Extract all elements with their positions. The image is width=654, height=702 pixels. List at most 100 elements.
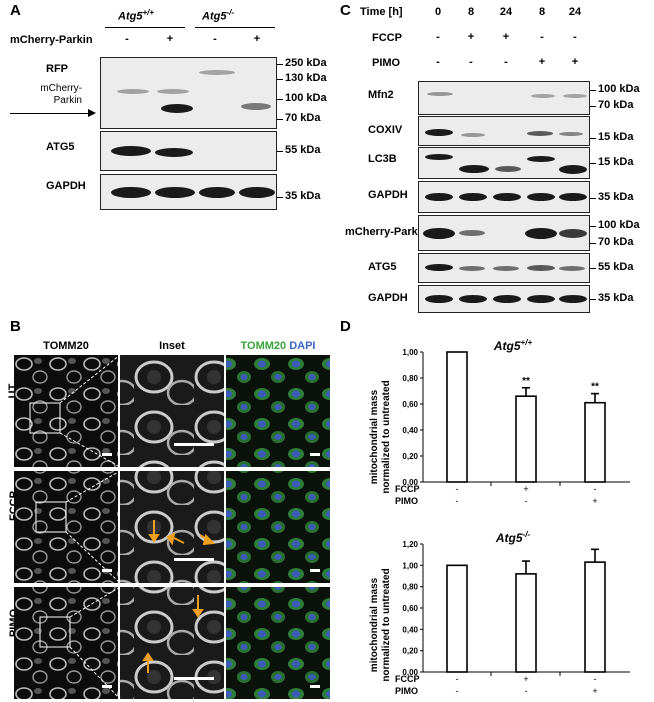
pimo-sign: -	[456, 686, 459, 696]
marker-label: 35 kDa	[598, 292, 634, 304]
blot-gapdh	[100, 174, 277, 210]
group-ko-label: Atg5-/-	[202, 8, 235, 23]
y-tick-label: 0,00	[402, 478, 418, 487]
marker-label: 35 kDa	[598, 191, 634, 203]
blot-mfn2	[418, 81, 590, 115]
marker-label: 100 kDa	[598, 219, 640, 231]
time-value: 8	[467, 6, 475, 18]
pimo-label: PIMO	[395, 686, 418, 696]
y-tick-label: 0,20	[402, 452, 418, 461]
y-tick-label: 0,00	[402, 668, 418, 677]
panel-b-label: B	[10, 318, 21, 335]
marker-label: 70 kDa	[598, 236, 634, 248]
y-axis-label: mitochondrial mass	[369, 389, 380, 484]
blot-row-label: LC3B	[368, 153, 397, 165]
significance-label: **	[522, 376, 530, 387]
marker-label: 70 kDa	[598, 99, 634, 111]
marker-label: 250 kDa	[285, 57, 327, 69]
blot-row-label: ATG5	[368, 261, 397, 273]
fccp-label: FCCP	[395, 484, 420, 494]
fccp-sign: -	[594, 484, 597, 494]
pimo-sign: -	[456, 496, 459, 506]
significance-label: **	[591, 382, 599, 393]
y-axis-label: mitochondrial mass	[369, 577, 380, 672]
treatment-label: mCherry-Parkin	[10, 34, 93, 46]
panel-a-label: A	[10, 2, 21, 19]
bar	[446, 351, 468, 483]
marker-label: 70 kDa	[285, 112, 321, 124]
pimo-sign: +	[592, 496, 597, 506]
marker-label: 35 kDa	[285, 190, 321, 202]
blot-coxiv	[418, 116, 590, 146]
blot-rfp	[100, 57, 277, 129]
panel-d-label: D	[340, 318, 351, 335]
bar	[446, 564, 468, 673]
chart1: 0,00 0,20 0,40 0,60 0,80 1,00 ** **	[402, 348, 630, 487]
marker-label: 15 kDa	[598, 156, 634, 168]
pimo-label: PIMO	[395, 496, 418, 506]
panel-c-label: C	[340, 2, 351, 19]
fccp-sign: -	[436, 31, 440, 43]
col-title: Inset	[159, 340, 185, 352]
fccp-sign: -	[456, 484, 459, 494]
fccp-sign: +	[523, 484, 528, 494]
marker-label: 100 kDa	[285, 92, 327, 104]
blot-row-label: RFP	[46, 63, 68, 75]
micrograph-grid	[14, 355, 330, 700]
blot-lc3b	[418, 147, 590, 179]
marker-label: 55 kDa	[285, 144, 321, 156]
y-tick-label: 0,20	[402, 647, 418, 656]
chart2-title: Atg5-/-	[495, 530, 531, 545]
y-tick-label: 0,40	[402, 426, 418, 435]
bar	[515, 395, 537, 483]
chart1-title: Atg5+/+	[493, 338, 533, 353]
fccp-sign: +	[467, 31, 475, 43]
time-value: 0	[434, 6, 442, 18]
pimo-sign: +	[571, 56, 579, 68]
group-wt-label: Atg5+/+	[118, 8, 155, 23]
y-tick-label: 0,80	[402, 374, 418, 383]
bar	[584, 401, 606, 483]
blot-mcherry-parkin	[418, 215, 590, 251]
fccp-sign: -	[573, 31, 577, 43]
arrowhead-icon	[88, 109, 96, 117]
y-tick-label: 0,60	[402, 400, 418, 409]
blot-row-label: ATG5	[46, 141, 75, 153]
pimo-sign: -	[504, 56, 508, 68]
fccp-label: FCCP	[372, 32, 402, 44]
col-title-merge: TOMM20 DAPI	[240, 340, 316, 352]
fccp-label: FCCP	[395, 674, 420, 684]
y-axis-label: normalized to untreated	[381, 568, 392, 681]
arrow-icon	[10, 113, 90, 114]
blot-row-label: Mfn2	[368, 89, 394, 101]
chart2: 0,00 0,20 0,40 0,60 0,80 1,00 1,20	[402, 540, 630, 677]
fccp-sign: -	[456, 674, 459, 684]
marker-label: 15 kDa	[598, 131, 634, 143]
blot-row-label: COXIV	[368, 124, 403, 136]
fccp-sign: -	[540, 31, 544, 43]
blot-atg5-c	[418, 253, 590, 283]
y-tick-label: 0,60	[402, 604, 418, 613]
time-value: 24	[499, 6, 513, 18]
pimo-sign: -	[469, 56, 473, 68]
lane-sign: -	[213, 33, 217, 45]
pimo-sign: -	[436, 56, 440, 68]
lane-sign: +	[253, 33, 261, 45]
time-label: Time [h]	[360, 6, 403, 18]
y-tick-label: 1,00	[402, 348, 418, 357]
marker-label: 130 kDa	[285, 72, 327, 84]
blot-gapdh-c2	[418, 285, 590, 313]
time-value: 24	[568, 6, 582, 18]
lane-sign: +	[166, 33, 174, 45]
y-tick-label: 0,40	[402, 625, 418, 634]
fccp-sign: +	[523, 674, 528, 684]
pimo-sign: +	[592, 686, 597, 696]
blot-row-label: GAPDH	[368, 292, 408, 304]
col-title: TOMM20	[43, 340, 89, 352]
blot-atg5	[100, 131, 277, 171]
bar	[584, 561, 606, 673]
lane-sign: -	[125, 33, 129, 45]
group-wt-line	[105, 27, 185, 28]
fccp-sign: -	[594, 674, 597, 684]
bar	[515, 573, 537, 673]
